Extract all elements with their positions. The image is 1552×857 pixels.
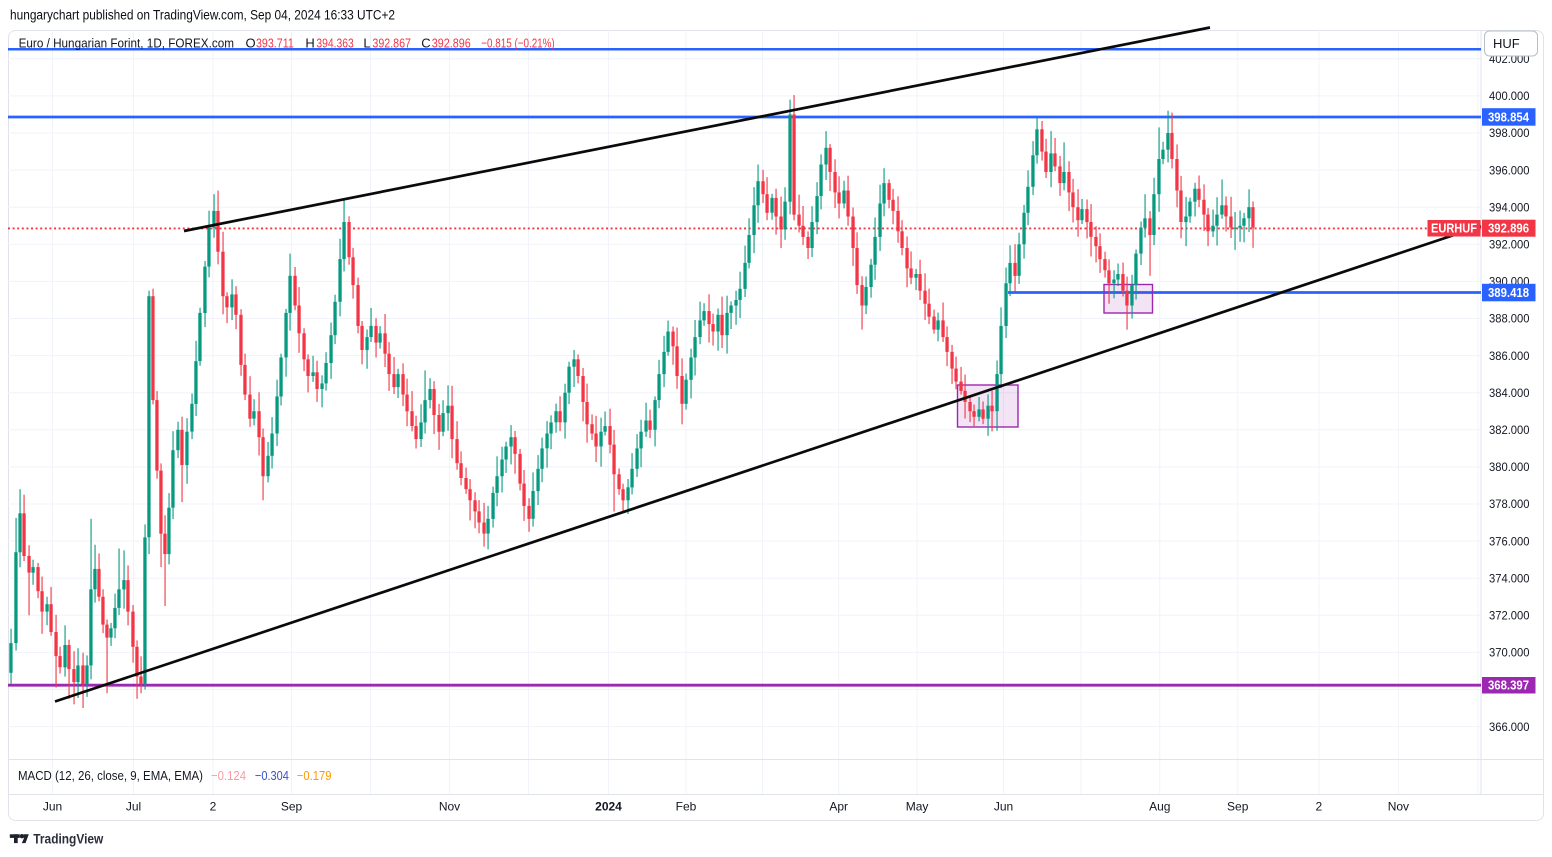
svg-text:H: H [305,35,314,50]
svg-text:374.000: 374.000 [1489,571,1530,585]
svg-text:Aug: Aug [1149,800,1170,814]
svg-text:2024: 2024 [595,800,622,814]
svg-text:L: L [363,35,370,50]
svg-text:392.896: 392.896 [432,35,471,50]
svg-text:400.000: 400.000 [1489,89,1530,103]
svg-text:380.000: 380.000 [1489,460,1530,474]
svg-text:398.000: 398.000 [1489,126,1530,140]
svg-text:394.363: 394.363 [316,35,353,50]
svg-text:376.000: 376.000 [1489,534,1530,548]
svg-text:378.000: 378.000 [1489,497,1530,511]
svg-text:Euro / Hungarian Forint, 1D, F: Euro / Hungarian Forint, 1D, FOREX.com [19,35,234,50]
svg-text:C: C [421,35,430,50]
svg-text:394.000: 394.000 [1489,200,1530,214]
svg-text:389.418: 389.418 [1488,286,1529,300]
svg-text:Jul: Jul [126,800,141,814]
svg-text:392.867: 392.867 [372,35,411,50]
svg-text:Sep: Sep [281,800,303,814]
svg-text:Jun: Jun [994,800,1013,814]
svg-text:384.000: 384.000 [1489,386,1530,400]
svg-text:386.000: 386.000 [1489,349,1530,363]
svg-text:396.000: 396.000 [1489,163,1530,177]
svg-text:Nov: Nov [439,800,460,814]
svg-text:372.000: 372.000 [1489,609,1530,623]
svg-text:TradingView: TradingView [33,830,103,846]
svg-text:Jun: Jun [43,800,62,814]
svg-text:−0.815 (−0.21%): −0.815 (−0.21%) [481,35,554,50]
svg-text:392.000: 392.000 [1489,238,1530,252]
svg-text:MACD (12, 26, close, 9, EMA, E: MACD (12, 26, close, 9, EMA, EMA) [18,768,203,783]
svg-text:2: 2 [210,800,217,814]
svg-text:HUF: HUF [1493,36,1520,51]
svg-text:368.397: 368.397 [1488,679,1529,693]
svg-text:Sep: Sep [1227,800,1249,814]
svg-text:Apr: Apr [829,800,848,814]
svg-text:May: May [906,800,929,814]
svg-text:393.711: 393.711 [256,35,294,50]
svg-text:370.000: 370.000 [1489,646,1530,660]
svg-text:O: O [246,35,256,50]
svg-text:2: 2 [1316,800,1323,814]
svg-text:Feb: Feb [676,800,697,814]
svg-text:−0.304: −0.304 [255,768,289,783]
svg-text:366.000: 366.000 [1489,720,1530,734]
svg-text:−0.179: −0.179 [297,768,332,783]
svg-text:EURHUF: EURHUF [1431,222,1477,236]
svg-text:382.000: 382.000 [1489,423,1530,437]
svg-text:hungarychart published on Trad: hungarychart published on TradingView.co… [10,7,395,22]
svg-text:388.000: 388.000 [1489,312,1530,326]
svg-text:Nov: Nov [1388,800,1409,814]
svg-text:398.854: 398.854 [1488,110,1529,124]
svg-text:−0.124: −0.124 [211,768,246,783]
svg-text:392.896: 392.896 [1488,222,1529,236]
